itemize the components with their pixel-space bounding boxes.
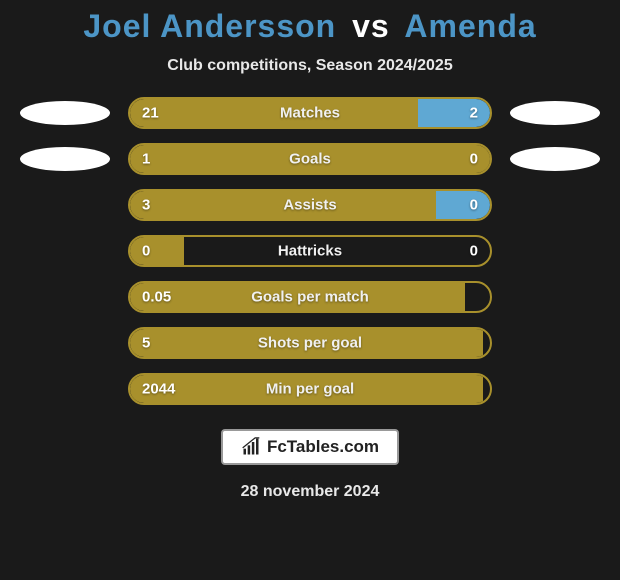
stat-bar: Min per goal2044 bbox=[128, 373, 492, 405]
stat-bar: Matches21 2 bbox=[128, 97, 492, 129]
attribution-badge: FcTables.com bbox=[221, 429, 399, 465]
player2-badge bbox=[510, 101, 600, 125]
attribution-text: FcTables.com bbox=[267, 437, 379, 457]
stat-row: Assists3 0 bbox=[8, 189, 612, 221]
stat-value-left: 0 bbox=[142, 243, 150, 260]
stat-label: Matches bbox=[130, 105, 490, 122]
stat-label: Min per goal bbox=[130, 381, 490, 398]
player1-badge bbox=[20, 147, 110, 171]
page-title: Joel Andersson vs Amenda bbox=[83, 8, 536, 45]
stat-row: Shots per goal5 bbox=[8, 327, 612, 359]
stat-bar: Shots per goal5 bbox=[128, 327, 492, 359]
stat-value-right: 0 bbox=[470, 243, 478, 260]
stat-value-left: 2044 bbox=[142, 381, 175, 398]
stat-bar: Assists3 0 bbox=[128, 189, 492, 221]
player1-name: Joel Andersson bbox=[83, 8, 336, 44]
stat-label: Assists bbox=[130, 197, 490, 214]
stat-label: Shots per goal bbox=[130, 335, 490, 352]
date-label: 28 november 2024 bbox=[241, 483, 380, 501]
stat-bar: Hattricks0 0 bbox=[128, 235, 492, 267]
stat-value-right: 0 bbox=[470, 151, 478, 168]
stat-row: Goals1 0 bbox=[8, 143, 612, 175]
comparison-infographic: Joel Andersson vs Amenda Club competitio… bbox=[0, 0, 620, 580]
subtitle: Club competitions, Season 2024/2025 bbox=[167, 57, 452, 75]
stat-value-left: 1 bbox=[142, 151, 150, 168]
stat-value-left: 21 bbox=[142, 105, 159, 122]
vs-separator: vs bbox=[352, 8, 390, 44]
stat-label: Hattricks bbox=[130, 243, 490, 260]
stat-row: Matches21 2 bbox=[8, 97, 612, 129]
chart-icon bbox=[241, 437, 261, 457]
stat-rows: Matches212Goals10Assists30Hattricks00Goa… bbox=[8, 97, 612, 419]
player1-badge bbox=[20, 101, 110, 125]
player2-name: Amenda bbox=[404, 8, 536, 44]
stat-value-left: 3 bbox=[142, 197, 150, 214]
stat-row: Min per goal2044 bbox=[8, 373, 612, 405]
stat-row: Hattricks0 0 bbox=[8, 235, 612, 267]
stat-label: Goals per match bbox=[130, 289, 490, 306]
stat-bar: Goals per match0.05 bbox=[128, 281, 492, 313]
stat-value-left: 5 bbox=[142, 335, 150, 352]
player2-badge bbox=[510, 147, 600, 171]
stat-value-right: 2 bbox=[470, 105, 478, 122]
stat-row: Goals per match0.05 bbox=[8, 281, 612, 313]
stat-bar: Goals1 0 bbox=[128, 143, 492, 175]
stat-value-right: 0 bbox=[470, 197, 478, 214]
stat-value-left: 0.05 bbox=[142, 289, 171, 306]
stat-label: Goals bbox=[130, 151, 490, 168]
